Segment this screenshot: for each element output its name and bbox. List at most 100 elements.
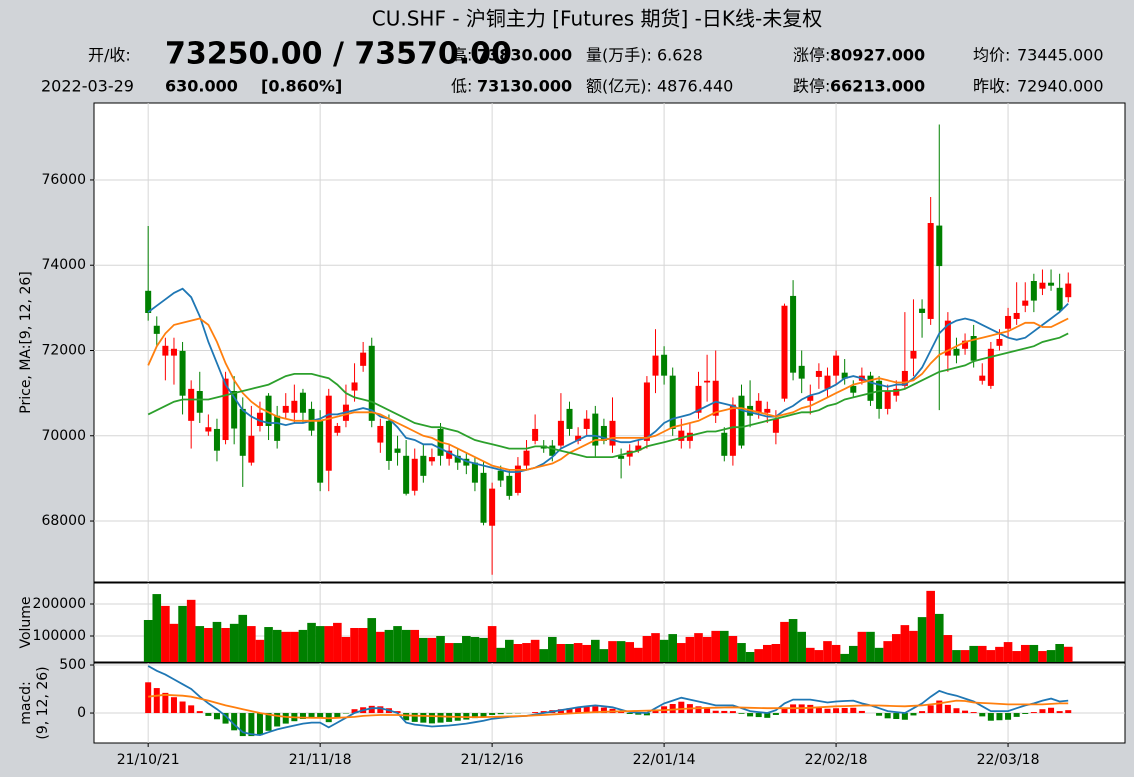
stat-label: 昨收: xyxy=(973,77,1010,96)
volume-bar xyxy=(848,645,858,662)
x-tick-label: 21/12/16 xyxy=(461,752,524,768)
candle-body xyxy=(953,348,960,356)
macd-bar xyxy=(575,707,582,714)
macd-bar xyxy=(145,682,152,714)
open-close-label: 开/收: xyxy=(88,46,131,65)
macd-bar xyxy=(901,713,908,720)
candle-body xyxy=(170,348,177,356)
y-tick-label: 100000 xyxy=(33,628,86,644)
line-series xyxy=(148,693,1069,720)
volume-bar xyxy=(857,631,867,662)
candle-body xyxy=(867,375,874,401)
volume-bar xyxy=(169,623,179,662)
volume-bar xyxy=(874,647,884,662)
volume-bar xyxy=(436,635,445,662)
volume-bar xyxy=(831,644,841,662)
candle-body xyxy=(351,382,358,391)
volume-bar xyxy=(1038,651,1047,662)
stat-label: 量(万手): xyxy=(586,46,652,65)
candle-body xyxy=(291,400,298,413)
macd-bar xyxy=(1022,713,1029,714)
macd-bar xyxy=(368,705,375,714)
candle-body xyxy=(781,305,788,399)
macd-bar xyxy=(678,701,685,714)
candle-body xyxy=(317,420,324,483)
candle-body xyxy=(755,400,762,413)
volume-bar xyxy=(487,626,497,662)
candle-body xyxy=(403,455,410,494)
volume-bar xyxy=(719,630,729,662)
volume-bar xyxy=(814,650,824,662)
candle-body xyxy=(729,404,736,456)
volume-bar xyxy=(229,623,239,662)
stat-value: 73830.000 xyxy=(477,46,572,65)
y-tick-label: 68000 xyxy=(41,513,86,529)
candle-body xyxy=(764,408,771,413)
candle-body xyxy=(1056,287,1063,311)
volume-bar xyxy=(152,594,162,662)
candle-body xyxy=(428,457,435,462)
volume-bar xyxy=(143,619,153,662)
volume-bar xyxy=(780,621,789,662)
candle-body xyxy=(910,350,917,359)
change: 630.000 xyxy=(165,77,238,96)
volume-bar xyxy=(771,643,781,662)
volume-bar xyxy=(350,627,359,662)
candle-body xyxy=(841,372,848,379)
candle-body xyxy=(454,455,461,463)
volume-bar xyxy=(866,631,875,662)
macd-bar xyxy=(1030,712,1037,714)
open-close: 73250.00 / 73570.00 xyxy=(165,37,512,72)
candle-body xyxy=(583,418,590,429)
candle-body xyxy=(592,413,599,446)
stat-value: 6.628 xyxy=(657,46,703,65)
macd-bar xyxy=(721,710,728,714)
macd-bar xyxy=(437,713,444,723)
candle-body xyxy=(145,290,152,313)
macd-bar xyxy=(669,704,676,714)
macd-bar xyxy=(712,710,719,714)
candle-body xyxy=(523,450,530,466)
macd-bar xyxy=(807,704,814,714)
volume-bar xyxy=(659,639,669,662)
stat-label: 跌停: xyxy=(793,77,830,96)
candle-body xyxy=(480,472,487,523)
volume-bar xyxy=(565,643,574,662)
candle-body xyxy=(695,385,702,413)
macd-bar xyxy=(833,708,840,714)
candle-body xyxy=(153,325,160,334)
volume-bar xyxy=(281,631,291,662)
candle-body xyxy=(919,308,926,313)
candle-body xyxy=(876,380,883,409)
volume-bar xyxy=(161,605,170,662)
stat-label: 高: xyxy=(451,46,472,65)
volume-bar xyxy=(556,643,566,662)
volume-bar xyxy=(315,626,325,662)
volume-bar xyxy=(926,590,935,662)
volume-bar xyxy=(376,631,385,662)
candle-body xyxy=(678,430,685,441)
candle-body xyxy=(704,380,711,383)
volume-bar xyxy=(410,629,420,662)
x-tick-label: 21/10/21 xyxy=(117,752,180,768)
volume-bar xyxy=(616,641,626,662)
candle-body xyxy=(618,455,625,459)
volume-bar xyxy=(573,643,583,662)
macd-bar xyxy=(927,705,934,714)
macd-bar xyxy=(962,710,969,714)
candle-body xyxy=(652,355,659,376)
volume-bar xyxy=(917,617,927,662)
candle-body xyxy=(970,335,977,361)
volume-bar xyxy=(591,639,600,662)
macd-bar xyxy=(764,713,771,718)
macd-bar xyxy=(618,711,625,714)
candle-body xyxy=(738,395,745,446)
volume-bar xyxy=(384,629,394,662)
macd-bar xyxy=(317,713,324,718)
volume-bar xyxy=(419,637,428,662)
macd-bar xyxy=(428,713,435,724)
macd-bar xyxy=(557,709,564,714)
macd-bar xyxy=(1048,707,1055,714)
candle-body xyxy=(231,390,238,429)
